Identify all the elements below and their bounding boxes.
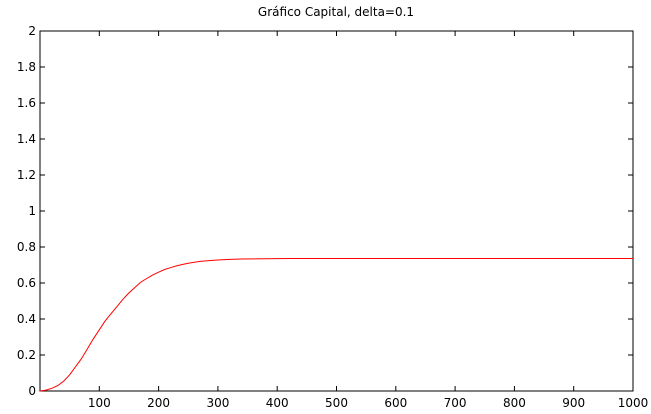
y-tick-label: 0.8 [17,240,36,254]
x-tick-label: 200 [147,396,170,410]
y-tick-label: 1.8 [17,60,36,74]
y-tick-label: 1 [28,204,36,218]
x-tick-label: 300 [206,396,229,410]
y-tick-label: 1.6 [17,96,36,110]
x-tick-label: 900 [562,396,585,410]
series-layer [39,258,633,392]
y-tick-label: 0.2 [17,348,36,362]
x-tick-label: 700 [444,396,467,410]
x-tick-label: 800 [503,396,526,410]
plot-area [39,30,634,392]
y-tick-label: 0.4 [17,312,36,326]
chart-title: Gráfico Capital, delta=0.1 [258,5,414,19]
x-tick-label: 1000 [618,396,649,410]
y-axis-ticks: 0 0.2 0.4 0.6 0.8 1 1.2 1.4 1.6 1.8 2 [17,24,633,398]
x-tick-label: 400 [266,396,289,410]
y-tick-label: 0 [28,384,36,398]
y-tick-label: 2 [28,24,36,38]
y-tick-label: 1.4 [17,132,36,146]
x-axis-ticks: 100 200 300 400 500 600 700 800 900 1000 [88,31,648,410]
x-tick-label: 500 [325,396,348,410]
series-line [39,258,633,392]
x-tick-label: 600 [384,396,407,410]
y-tick-label: 0.6 [17,276,36,290]
x-tick-label: 100 [88,396,111,410]
y-tick-label: 1.2 [17,168,36,182]
